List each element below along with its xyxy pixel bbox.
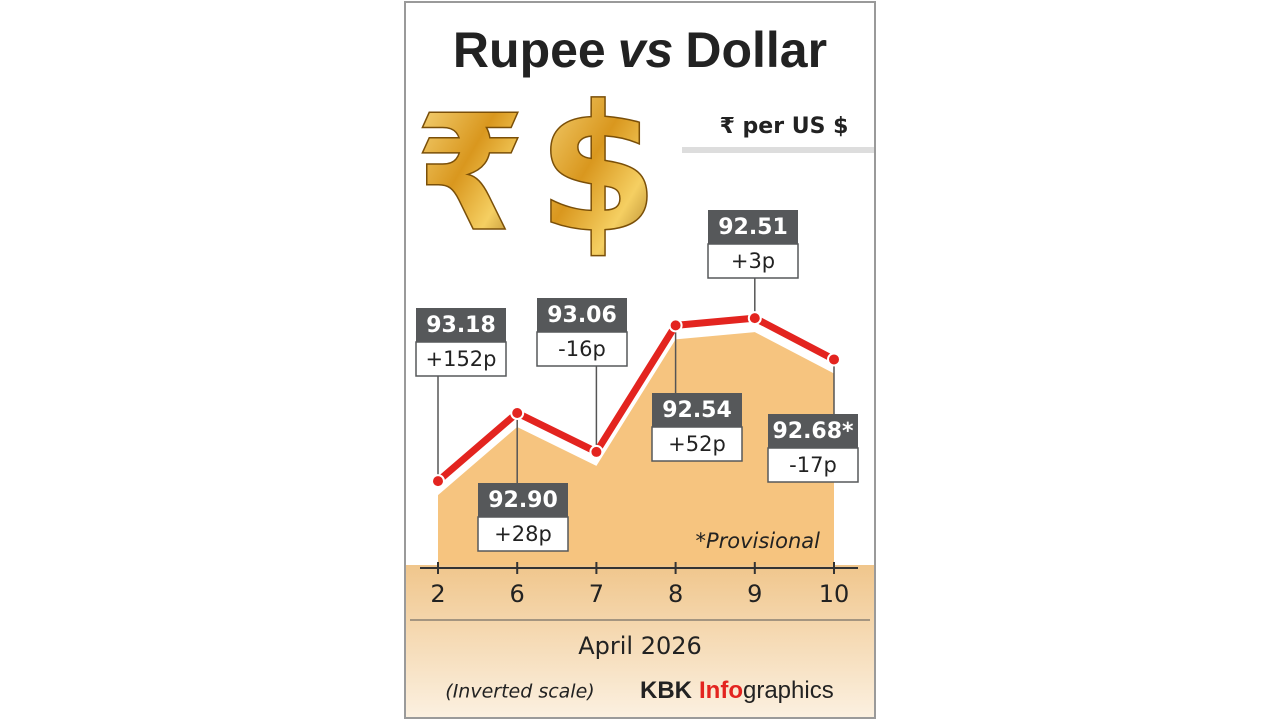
- value-box: [537, 298, 627, 332]
- title-part: vs: [618, 22, 674, 78]
- x-tick-label: 6: [510, 580, 525, 608]
- annotation: *Provisional: [695, 529, 820, 553]
- value-label: 92.90: [488, 488, 558, 513]
- value-label: 92.54: [662, 398, 732, 423]
- value-box: [708, 210, 798, 244]
- rupee-symbol: ₹: [414, 80, 525, 267]
- point: [668, 318, 683, 333]
- change-label: +28p: [494, 522, 552, 546]
- x-tick-label: 2: [430, 580, 445, 608]
- credit-part: KBK: [640, 677, 693, 704]
- line: [435, 314, 836, 484]
- value-box: [416, 308, 506, 342]
- x-tick-label: 10: [819, 580, 850, 608]
- change-label: -17p: [789, 453, 837, 477]
- dollar-symbol: $: [537, 69, 659, 272]
- credit-part: graphics: [743, 677, 834, 704]
- title-part: Dollar: [685, 22, 827, 78]
- scale-note: (Inverted scale): [445, 681, 594, 703]
- change-label: +52p: [668, 432, 726, 456]
- point: [589, 444, 604, 459]
- change-label: +152p: [425, 347, 496, 371]
- value-label: 92.68*: [772, 419, 854, 444]
- x-tick-label: 7: [589, 580, 604, 608]
- change-box: [477, 516, 569, 552]
- x-tick-label: 9: [747, 580, 762, 608]
- change-box: [767, 447, 859, 483]
- value-label: 93.06: [547, 303, 617, 328]
- value-label: 93.18: [426, 313, 496, 338]
- point: [747, 311, 762, 326]
- change-box: [651, 426, 743, 462]
- change-label: -16p: [558, 337, 606, 361]
- x-tick-label: 8: [668, 580, 683, 608]
- axis-band: [406, 565, 874, 717]
- change-box: [415, 341, 507, 377]
- chart-title: Rupee vs Dollar: [453, 22, 827, 78]
- credit-part: Info: [699, 677, 743, 704]
- point: [431, 474, 445, 489]
- change-label: +3p: [731, 249, 775, 273]
- change-box: [707, 243, 799, 279]
- change-box: [536, 331, 628, 367]
- value-box: [652, 393, 742, 427]
- credit: KBK Infographics: [640, 677, 834, 704]
- title-part: Rupee: [453, 22, 606, 78]
- value-label: 92.51: [718, 215, 788, 240]
- value-box: [768, 414, 858, 448]
- value-box: [478, 483, 568, 517]
- point: [827, 352, 841, 367]
- x-axis-label: April 2026: [578, 632, 702, 660]
- unit-label: ₹ per US $: [720, 114, 849, 139]
- point: [510, 406, 525, 420]
